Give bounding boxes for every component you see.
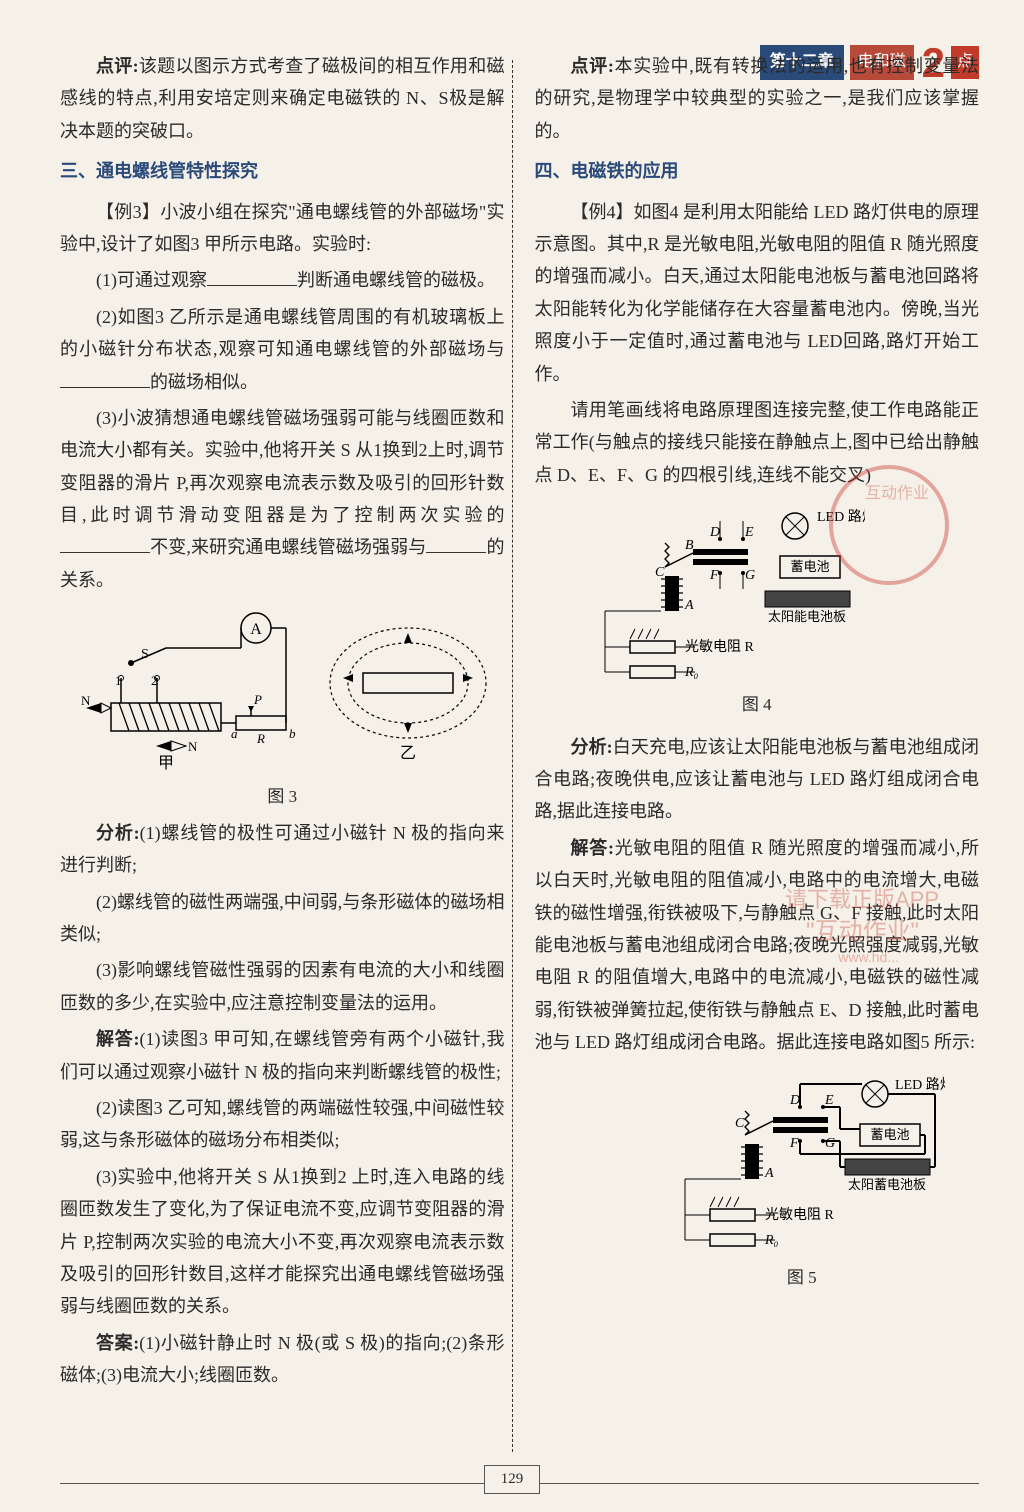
q2-tail: 的磁场相似。 xyxy=(150,372,258,392)
column-divider xyxy=(512,60,513,1452)
svg-text:C: C xyxy=(655,565,665,580)
comment-2: 点评:本实验中,既有转换法的运用,也有控制变量法的研究,是物理学中较典型的实验之… xyxy=(535,50,980,147)
q1-text: (1)可通过观察 xyxy=(96,270,207,290)
section-heading-3: 三、通电螺线管特性探究 xyxy=(60,155,505,187)
example-label: 【例3】 xyxy=(96,202,160,222)
columns: 点评:该题以图示方式考查了磁极间的相互作用和磁感线的特点,利用安培定则来确定电磁… xyxy=(60,50,979,1482)
q2-text: (2)如图3 乙所示是通电螺线管周围的有机玻璃板上的小磁针分布状态,观察可知通电… xyxy=(60,307,505,359)
svg-text:蓄电池: 蓄电池 xyxy=(790,559,829,574)
page-number: 129 xyxy=(484,1465,541,1494)
svg-text:b: b xyxy=(289,726,296,741)
example-4-text-a: 如图4 是利用太阳能给 LED 路灯供电的原理示意图。其中,R 是光敏电阻,光敏… xyxy=(535,202,980,384)
comment-1: 点评:该题以图示方式考查了磁极间的相互作用和磁感线的特点,利用安培定则来确定电磁… xyxy=(60,50,505,147)
svg-text:R: R xyxy=(256,731,265,746)
figure-4-label: 图 4 xyxy=(535,690,980,721)
q3b: 不变,来研究通电螺线管磁场强弱与 xyxy=(150,537,426,557)
svg-text:G: G xyxy=(825,1136,835,1151)
svg-text:甲: 甲 xyxy=(158,755,174,772)
analysis-right: 分析:白天充电,应该让太阳能电池板与蓄电池组成闭合电路;夜晚供电,应该让蓄电池与… xyxy=(535,731,980,828)
question-1: (1)可通过观察 判断通电螺线管的磁极。 xyxy=(60,264,505,296)
blank-2 xyxy=(60,370,150,388)
svg-text:光敏电阻 R: 光敏电阻 R xyxy=(685,639,754,655)
svg-text:光敏电阻 R: 光敏电阻 R xyxy=(765,1207,834,1223)
figure-4-svg: LED 路灯 蓄电池 太阳能电池板 D E F G B C xyxy=(535,501,865,686)
svg-text:太阳能电池板: 太阳能电池板 xyxy=(767,609,845,624)
svg-text:F: F xyxy=(709,568,719,583)
svg-text:B: B xyxy=(685,538,694,553)
blank-3b xyxy=(426,535,486,553)
svg-text:S: S xyxy=(141,647,149,662)
analysis-1: 分析:(1)螺线管的极性可通过小磁针 N 极的指向来进行判断; xyxy=(60,817,505,882)
example-3-intro: 【例3】小波小组在探究"通电螺线管的外部磁场"实验中,设计了如图3 甲所示电路。… xyxy=(60,196,505,261)
svg-text:乙: 乙 xyxy=(400,745,416,762)
answer-1: 解答:(1)读图3 甲可知,在螺线管旁有两个小磁针,我们可以通过观察小磁针 N … xyxy=(60,1023,505,1088)
svg-text:N: N xyxy=(188,739,198,754)
svg-text:A: A xyxy=(250,621,262,638)
analysis-2: (2)螺线管的磁性两端强,中间弱,与条形磁体的磁场相类似; xyxy=(60,886,505,951)
figure-3: A S 1 2 xyxy=(60,608,505,778)
blank-1 xyxy=(207,268,297,286)
analysis-label-r: 分析: xyxy=(571,737,613,757)
page-container: 第十二章 电和磁 2 点 点评:该题以图示方式考查了磁极间的相互作用和磁感线的特… xyxy=(0,0,1024,1512)
svg-text:LED 路灯: LED 路灯 xyxy=(895,1077,945,1093)
svg-text:a: a xyxy=(231,726,238,741)
question-2: (2)如图3 乙所示是通电螺线管周围的有机玻璃板上的小磁针分布状态,观察可知通电… xyxy=(60,301,505,398)
svg-text:太阳蓄电池板: 太阳蓄电池板 xyxy=(847,1177,925,1192)
svg-text:N: N xyxy=(81,693,91,708)
svg-text:C: C xyxy=(735,1116,745,1131)
figure-4: LED 路灯 蓄电池 太阳能电池板 D E F G B C xyxy=(535,501,980,721)
figure-5-svg: LED 路灯 蓄电池 太阳蓄电池板 D E F G xyxy=(625,1069,945,1259)
analysis-3: (3)影响螺线管磁性强弱的因素有电流的大小和线圈匝数的多少,在实验中,应注意控制… xyxy=(60,954,505,1019)
figure-3-label: 图 3 xyxy=(60,782,505,813)
svg-text:E: E xyxy=(824,1093,834,1108)
svg-text:F: F xyxy=(789,1136,799,1151)
footer: 129 xyxy=(0,1461,1024,1494)
svg-text:P: P xyxy=(253,692,262,707)
analysis-label: 分析: xyxy=(96,823,140,843)
svg-text:A: A xyxy=(764,1166,774,1181)
final-answer: 答案:(1)小磁针静止时 N 极(或 S 极)的指向;(2)条形磁体;(3)电流… xyxy=(60,1327,505,1392)
svg-text:E: E xyxy=(744,525,754,540)
question-3: (3)小波猜想通电螺线管磁场强弱可能与线圈匝数和电流大小都有关。实验中,他将开关… xyxy=(60,402,505,596)
answer-right: 解答:光敏电阻的阻值 R 随光照度的增强而减小,所以白天时,光敏电阻的阻值减小,… xyxy=(535,832,980,1059)
answer-label: 解答: xyxy=(96,1029,140,1049)
example-4-a: 【例4】如图4 是利用太阳能给 LED 路灯供电的原理示意图。其中,R 是光敏电… xyxy=(535,196,980,390)
figure-5-label: 图 5 xyxy=(625,1263,980,1294)
answer-label-r: 解答: xyxy=(571,838,614,858)
q3a: (3)小波猜想通电螺线管磁场强弱可能与线圈匝数和电流大小都有关。实验中,他将开关… xyxy=(60,408,505,525)
answer-2: (2)读图3 乙可知,螺线管的两端磁性较强,中间磁性较弱,这与条形磁体的磁场分布… xyxy=(60,1092,505,1157)
example-4-label: 【例4】 xyxy=(571,202,634,222)
answer-text-r: 光敏电阻的阻值 R 随光照度的增强而减小,所以白天时,光敏电阻的阻值减小,电路中… xyxy=(535,838,980,1052)
q1-tail: 判断通电螺线管的磁极。 xyxy=(297,270,495,290)
answer-3: (3)实验中,他将开关 S 从1换到2 上时,连入电路的线圈匝数发生了变化,为了… xyxy=(60,1161,505,1323)
svg-text:G: G xyxy=(745,568,755,583)
svg-text:蓄电池: 蓄电池 xyxy=(870,1127,909,1142)
svg-text:LED 路灯: LED 路灯 xyxy=(817,509,865,525)
blank-3a xyxy=(60,535,150,553)
section-heading-4: 四、电磁铁的应用 xyxy=(535,155,980,187)
example-4-b: 请用笔画线将电路原理图连接完整,使工作电路能正常工作(与触点的接线只能接在静触点… xyxy=(535,394,980,491)
comment-label-2: 点评: xyxy=(571,56,614,76)
left-column: 点评:该题以图示方式考查了磁极间的相互作用和磁感线的特点,利用安培定则来确定电磁… xyxy=(60,50,505,1482)
final-label: 答案: xyxy=(96,1333,139,1353)
figure-3-jia: A S 1 2 xyxy=(71,608,301,778)
svg-text:A: A xyxy=(684,598,694,613)
figure-3-yi: 乙 xyxy=(323,618,493,768)
figure-5: LED 路灯 蓄电池 太阳蓄电池板 D E F G xyxy=(625,1069,980,1294)
right-column: 点评:本实验中,既有转换法的运用,也有控制变量法的研究,是物理学中较典型的实验之… xyxy=(535,50,980,1482)
comment-label: 点评: xyxy=(96,56,139,76)
